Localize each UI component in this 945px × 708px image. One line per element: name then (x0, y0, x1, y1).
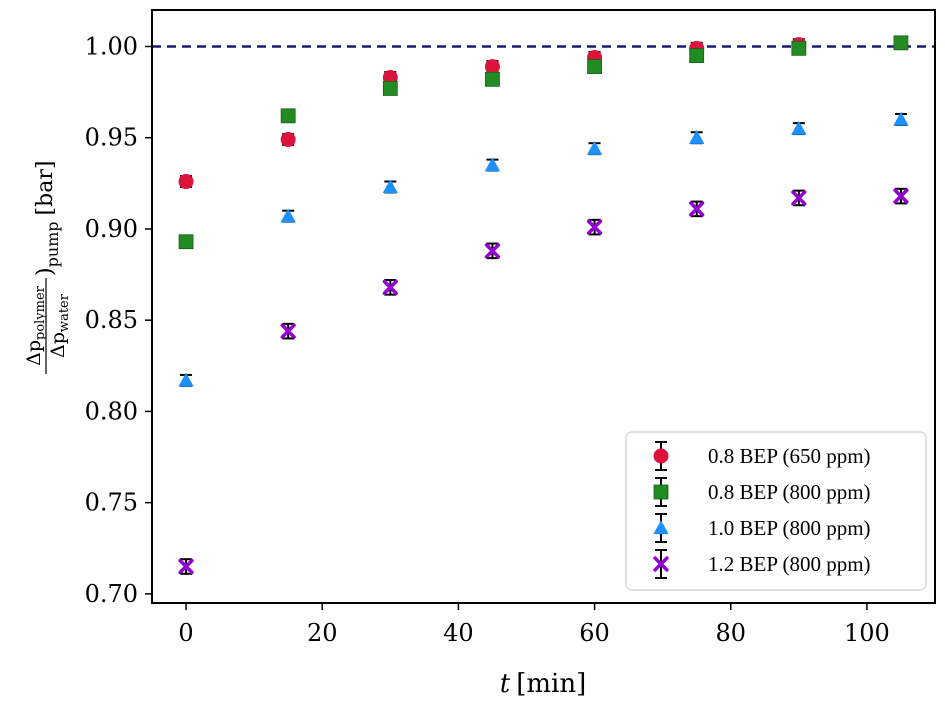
data-point-stroke (586, 219, 603, 235)
x-tick-label: 40 (443, 619, 474, 647)
legend-marker (653, 484, 669, 500)
y-axis-title: Δppolymer Δpwater )pump[bar] ( (23, 161, 72, 387)
data-point (587, 59, 602, 74)
legend-item: 1.0 BEP (800 ppm) (653, 513, 871, 543)
y-tick-label: 0.85 (85, 306, 138, 334)
legend-label: 0.8 BEP (800 ppm) (708, 480, 871, 504)
data-point (586, 140, 603, 155)
series-2 (178, 35, 909, 250)
data-point (382, 81, 398, 96)
data-point (485, 71, 500, 87)
x-tick-label: 20 (307, 619, 338, 647)
data-point-stroke (791, 190, 807, 206)
data-point (688, 130, 705, 144)
data-point (893, 188, 909, 204)
data-point (280, 208, 296, 223)
plot-frame (151, 9, 936, 604)
series-3 (178, 111, 909, 387)
legend-marker (653, 448, 669, 464)
data-point (280, 132, 296, 148)
data-point (178, 372, 194, 387)
data-point (791, 190, 807, 206)
x-axis-title-unit: [min] (516, 669, 586, 699)
legend-marker (653, 520, 669, 535)
legend-box (625, 431, 927, 591)
data-point (178, 174, 194, 190)
data-point (178, 234, 194, 250)
data-point (484, 157, 501, 172)
data-point (893, 111, 909, 126)
data-marks (178, 35, 909, 575)
x-tick-label: 80 (715, 619, 746, 647)
data-point (791, 120, 807, 135)
y-tick-label: 0.80 (85, 397, 138, 425)
x-tick-label: 100 (844, 619, 890, 647)
x-axis-title-var: t (500, 669, 511, 699)
data-point (382, 279, 398, 295)
x-tick-label: 60 (579, 619, 610, 647)
y-tick-label: 1.00 (85, 32, 138, 60)
y-axis-title-numerator: Δppolymer (23, 285, 48, 366)
series-4 (178, 187, 909, 575)
legend-marker (653, 556, 669, 572)
data-point (178, 558, 194, 575)
data-point (791, 40, 807, 56)
legend-marker-stroke (653, 556, 669, 572)
x-tick-label: 0 (178, 619, 193, 647)
legend-label: 0.8 BEP (650 ppm) (708, 444, 871, 468)
data-point (382, 179, 399, 194)
axis-ticks: 0 20 40 60 80 100 0.70 0.75 0.80 0.85 0.90 0.95 1.00 (85, 32, 890, 647)
data-point-stroke (280, 323, 296, 339)
data-point (280, 323, 296, 339)
legend-item: 0.8 BEP (650 ppm) (653, 441, 871, 471)
data-point (689, 48, 705, 64)
data-point-stroke (178, 558, 194, 575)
y-tick-label: 0.70 (85, 580, 138, 608)
y-axis-title-open-paren: ( (33, 378, 58, 387)
data-point (484, 243, 501, 259)
data-point-stroke (689, 201, 705, 217)
y-tick-label: 0.75 (85, 489, 138, 517)
legend: 0.8 BEP (650 ppm) 0.8 BEP (800 ppm) 1.0 BE… (625, 431, 927, 591)
legend-item: 1.2 BEP (800 ppm) (653, 549, 871, 579)
y-tick-label: 0.90 (85, 215, 138, 243)
data-point (893, 35, 909, 51)
data-point (280, 108, 296, 124)
data-point-stroke (484, 243, 501, 259)
data-point-stroke (893, 188, 909, 204)
x-axis-title: t [min] (500, 669, 586, 699)
data-point (484, 59, 500, 75)
data-point-stroke (382, 279, 398, 295)
legend-item: 0.8 BEP (800 ppm) (653, 477, 871, 507)
y-axis-title-tail: )pump[bar] (33, 161, 62, 276)
legend-label: 1.0 BEP (800 ppm) (708, 516, 871, 540)
data-point (689, 201, 705, 217)
legend-label: 1.2 BEP (800 ppm) (708, 552, 871, 576)
data-point (586, 219, 603, 235)
y-tick-label: 0.95 (85, 124, 138, 152)
y-axis-title-denominator: Δpwater (47, 293, 72, 358)
